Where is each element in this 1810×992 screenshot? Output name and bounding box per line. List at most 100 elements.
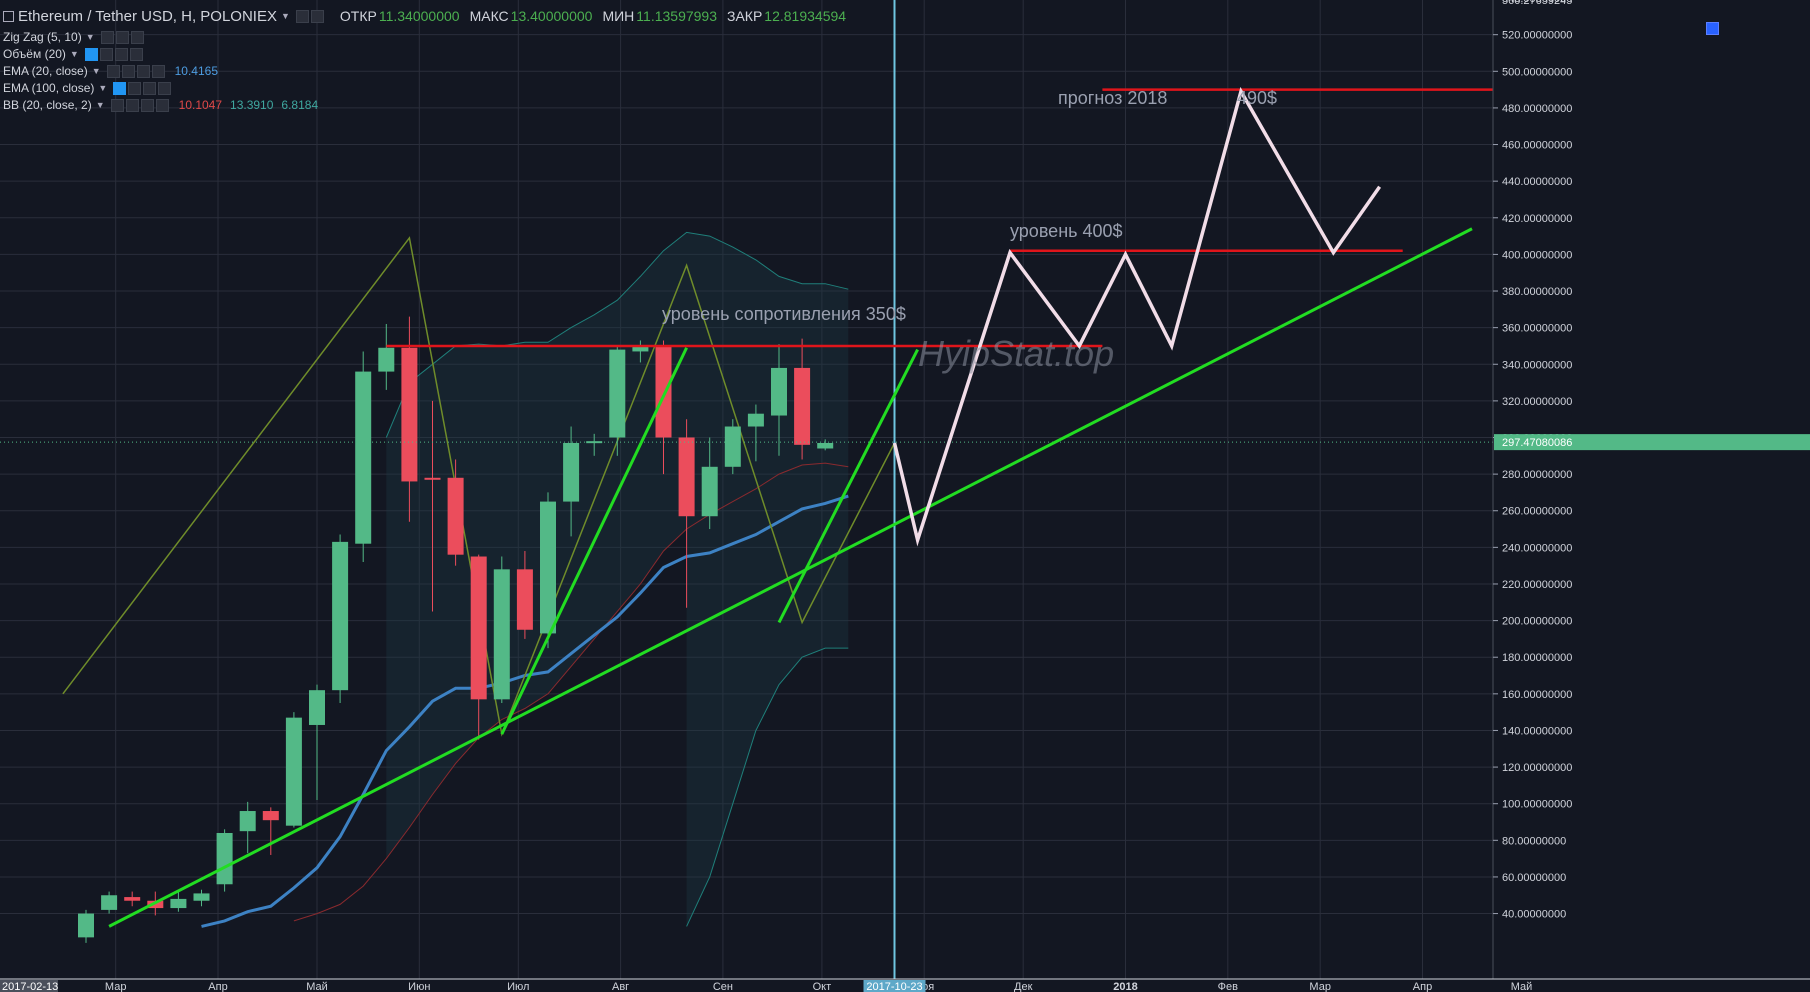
price-tick-label: 220.00000000 [1502, 579, 1572, 591]
eye-icon[interactable] [100, 30, 114, 44]
time-axis[interactable]: 2017-02-13МарАпрМайИюнИюлАвгСенОктНояДек… [0, 978, 1810, 992]
price-tick-label: 240.00000000 [1502, 542, 1572, 554]
time-tick-label: Окт [813, 981, 832, 992]
main-trendline[interactable] [108, 227, 1473, 928]
indicator-name[interactable]: BB (20, close, 2) [3, 98, 92, 112]
time-tick-label: Дек [1014, 981, 1033, 992]
indicator-row-bb[interactable]: BB (20, close, 2) ▼ 10.1047 13.3910 6.81… [3, 96, 318, 114]
ohlc-close-value: 12.81934594 [764, 8, 847, 24]
price-tick-label: 520.00000000 [1502, 30, 1572, 42]
indicator-row-ema100[interactable]: EMA (100, close) ▼ [3, 79, 177, 97]
candle-body [78, 913, 94, 938]
chevron-down-icon[interactable]: ▼ [91, 66, 101, 76]
settings-icon[interactable] [295, 9, 309, 23]
price-tick-label: 420.00000000 [1502, 213, 1572, 225]
price-tick-label: 200.00000000 [1502, 616, 1572, 628]
eye-icon[interactable] [106, 64, 120, 78]
indicator-buttons[interactable] [110, 98, 169, 112]
series-buttons[interactable] [295, 9, 324, 23]
eye-icon[interactable] [110, 98, 124, 112]
more-icon[interactable] [310, 9, 324, 23]
ohlc-open-value: 11.34000000 [378, 8, 460, 24]
time-tick-label: Май [1511, 981, 1533, 992]
close-icon[interactable] [130, 30, 144, 44]
candle-body [378, 347, 395, 372]
price-tick-label: 360.00000000 [1502, 323, 1572, 335]
price-axis[interactable]: 40.00000000 60.00000000 80.00000000 100.000… [1492, 0, 1810, 979]
time-tick-label: Июн [408, 981, 430, 992]
candlestick-series [78, 316, 834, 943]
time-tick-label: Мар [1309, 981, 1331, 992]
candle-body [470, 556, 487, 700]
indicator-row-ema20[interactable]: EMA (20, close) ▼ 10.4165 [3, 62, 218, 80]
indicator-name[interactable]: EMA (20, close) [3, 64, 88, 78]
price-tick-label: 440.00000000 [1502, 176, 1572, 188]
candle-body [170, 898, 187, 909]
settings-icon[interactable] [121, 64, 135, 78]
level-400-label: уровень 400$ [1010, 221, 1123, 241]
collapse-icon[interactable] [3, 10, 14, 22]
indicator-row-zigzag[interactable]: Zig Zag (5, 10) ▼ [3, 28, 150, 46]
candle-body [609, 349, 626, 438]
indicator-row-volume[interactable]: Объём (20) ▼ [3, 45, 149, 63]
price-tick-label: 80.00000000 [1502, 835, 1566, 847]
candle-body [424, 477, 441, 480]
indicator-name[interactable]: Zig Zag (5, 10) [3, 30, 82, 44]
price-tick-label: 500.00000000 [1502, 66, 1572, 78]
legend-main-row: Ethereum / Tether USD, H, POLONIEX ▼ ОТК… [3, 7, 846, 25]
indicator-buttons[interactable] [100, 30, 144, 44]
add-icon[interactable] [114, 47, 128, 61]
trendline-b[interactable] [777, 348, 919, 624]
candle-body [493, 569, 510, 700]
close-icon[interactable] [158, 81, 172, 95]
forecast-path-line[interactable] [892, 86, 1382, 547]
add-icon[interactable] [136, 64, 150, 78]
indicator-name[interactable]: EMA (100, close) [3, 81, 95, 95]
price-tick-label: 320.00000000 [1502, 396, 1572, 408]
indicator-name[interactable]: Объём (20) [3, 47, 66, 61]
indicator-buttons[interactable] [113, 81, 172, 95]
price-tick-label: 40.00000000 [1502, 909, 1566, 921]
dock-panel-icon[interactable] [1706, 22, 1719, 35]
settings-icon[interactable] [125, 98, 139, 112]
chevron-down-icon[interactable]: ▼ [95, 100, 105, 110]
close-icon[interactable] [129, 47, 143, 61]
time-tick-label: Июл [507, 981, 529, 992]
close-icon[interactable] [151, 64, 165, 78]
watermark: HyipStat.top [918, 333, 1114, 374]
indicator-lines [62, 231, 896, 928]
candle-body [262, 811, 279, 821]
add-icon[interactable] [140, 98, 154, 112]
chart-grid [0, 0, 1522, 979]
chevron-down-icon[interactable]: ▼ [98, 83, 108, 93]
chevron-down-icon[interactable]: ▼ [85, 32, 95, 42]
eye-icon[interactable] [113, 81, 127, 95]
close-icon[interactable] [155, 98, 169, 112]
add-icon[interactable] [143, 81, 157, 95]
bollinger-lower-line [686, 647, 849, 927]
settings-icon[interactable] [99, 47, 113, 61]
price-axis-background [1493, 0, 1810, 979]
settings-icon[interactable] [128, 81, 142, 95]
time-tick-label: 2018 [1113, 981, 1137, 992]
zigzag-line [62, 236, 896, 737]
trendline-a[interactable] [500, 347, 688, 735]
chart-text-labels: прогноз 2018 490$ уровень 400$ уровень сопр… [662, 88, 1277, 374]
symbol-title[interactable]: Ethereum / Tether USD, H, POLONIEX [18, 7, 277, 25]
eye-icon[interactable] [84, 47, 98, 61]
candle-body [193, 893, 210, 901]
time-tick-label: Май [306, 981, 328, 992]
resistance-label: уровень сопротивления 350$ [662, 304, 906, 324]
ohlc-low-value: 11.13597993 [636, 8, 717, 24]
chevron-down-icon[interactable]: ▼ [280, 11, 290, 21]
chevron-down-icon[interactable]: ▼ [69, 49, 79, 59]
indicator-buttons[interactable] [84, 47, 143, 61]
price-tick-label: 60.00000000 [1502, 872, 1566, 884]
settings-icon[interactable] [115, 30, 129, 44]
user-drawings[interactable] [0, 0, 1496, 979]
bollinger-basis-line [293, 462, 849, 922]
time-tick-label: Фев [1218, 981, 1238, 992]
current-price-label: 297.47080086 [1502, 437, 1572, 449]
indicator-buttons[interactable] [106, 64, 165, 78]
